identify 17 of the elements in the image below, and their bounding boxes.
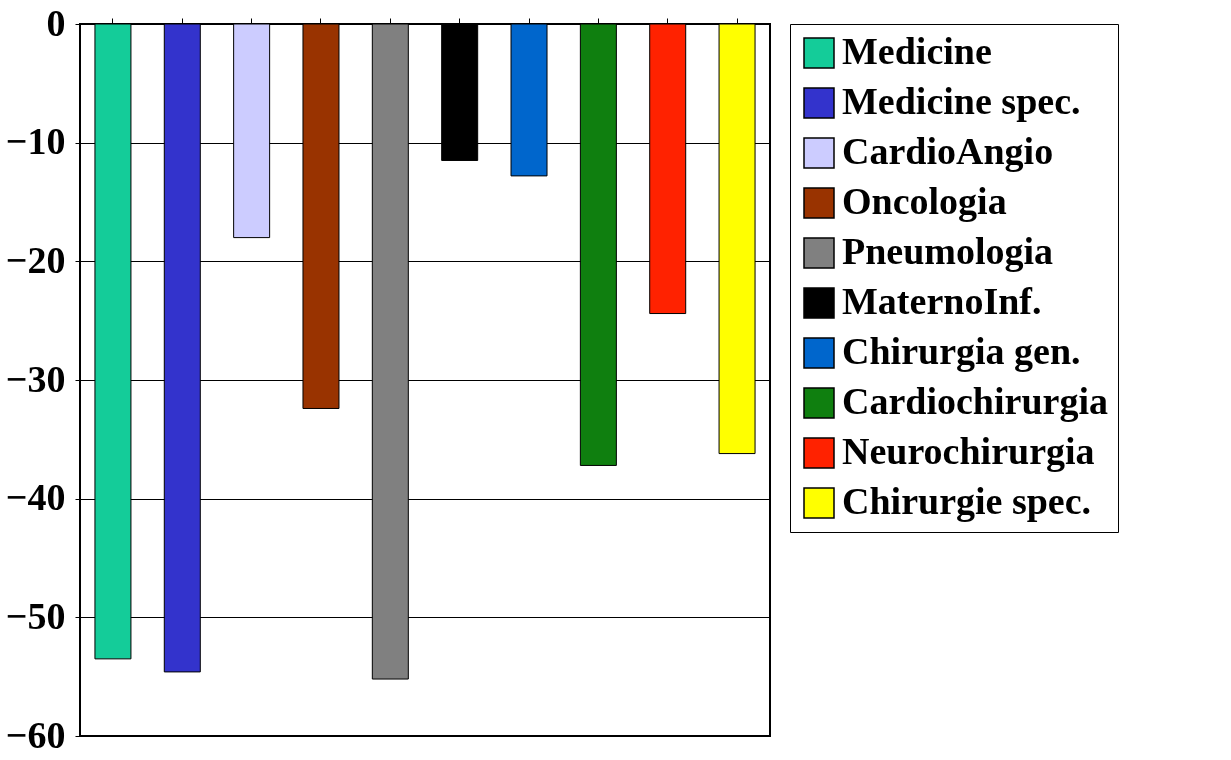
legend-label: MaternoInf.	[842, 280, 1042, 322]
y-tick-label: −60	[5, 713, 66, 756]
legend-label: Pneumologia	[842, 230, 1054, 272]
legend-label: Chirurgie spec.	[842, 480, 1092, 522]
legend-label: Chirurgia gen.	[842, 330, 1081, 372]
legend-label: Neurochirurgia	[842, 430, 1095, 472]
legend-label: Oncologia	[842, 180, 1007, 222]
legend-label: Medicine	[842, 30, 992, 72]
y-tick-label: −10	[5, 120, 66, 163]
y-tick-label: −20	[5, 238, 66, 281]
y-tick-label: −30	[5, 357, 66, 400]
legend-label: Cardiochirurgia	[842, 380, 1108, 422]
legend-label: Medicine spec.	[842, 80, 1081, 122]
legend-label: CardioAngio	[842, 130, 1054, 172]
y-tick-label: −40	[5, 476, 66, 519]
y-tick-label: 0	[46, 1, 66, 44]
y-tick-label: −50	[5, 594, 66, 637]
